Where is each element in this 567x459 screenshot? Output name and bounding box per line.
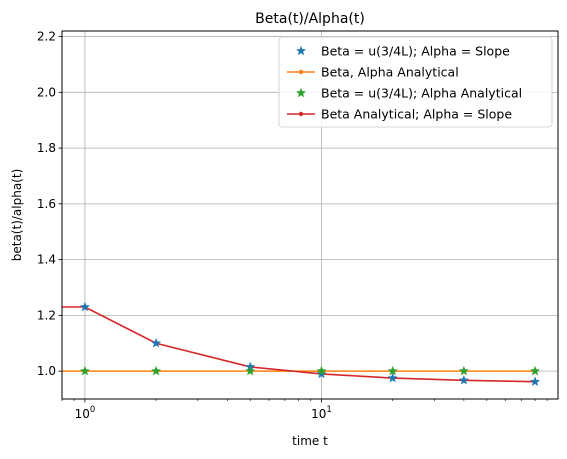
- data-point: [458, 374, 469, 385]
- data-point: [151, 365, 162, 376]
- legend-label: Beta, Alpha Analytical: [321, 65, 459, 80]
- legend-item: Beta Analytical; Alpha = Slope: [287, 107, 512, 122]
- series-group: [79, 365, 541, 376]
- y-tick-label: 2.0: [37, 85, 56, 99]
- axis-ticks: 1.0 1.2 1.4 1.6 1.8 2.0 2.2 100 101: [37, 30, 548, 421]
- legend-item: Beta = u(3/4L); Alpha = Slope: [295, 44, 510, 59]
- data-point: [458, 365, 469, 376]
- legend-label: Beta = u(3/4L); Alpha Analytical: [321, 86, 522, 101]
- data-point: [529, 365, 541, 376]
- data-point: [316, 368, 327, 379]
- chart-title: Beta(t)/Alpha(t): [255, 11, 365, 27]
- data-point: [245, 365, 256, 376]
- legend-box: [278, 36, 553, 128]
- data-point: [387, 365, 398, 376]
- legend-marker: [295, 45, 307, 56]
- data-point: [529, 376, 541, 387]
- legend-marker: [295, 87, 307, 98]
- data-point: [79, 301, 91, 312]
- legend-item: Beta, Alpha Analytical: [287, 65, 459, 80]
- data-point: [79, 365, 91, 376]
- y-tick-label: 1.2: [37, 308, 56, 322]
- legend-label: Beta = u(3/4L); Alpha = Slope: [321, 44, 510, 59]
- data-point: [316, 365, 327, 376]
- x-axis-label: time t: [292, 434, 328, 448]
- legend-item: Beta = u(3/4L); Alpha Analytical: [295, 86, 522, 101]
- plot-frame: [61, 30, 559, 400]
- legend-label: Beta Analytical; Alpha = Slope: [321, 107, 512, 122]
- y-tick-label: 1.0: [37, 364, 56, 378]
- legend: Beta = u(3/4L); Alpha = Slope Beta, Alpha…: [278, 36, 553, 128]
- y-tick-label: 1.4: [37, 253, 56, 267]
- legend-marker: [298, 111, 304, 117]
- x-tick-label: 101: [311, 405, 332, 421]
- y-tick-label: 1.8: [37, 141, 56, 155]
- data-point: [151, 337, 162, 348]
- y-axis-label: beta(t)/alpha(t): [10, 169, 24, 262]
- series-line: [62, 306, 536, 383]
- y-tick-label: 1.6: [37, 197, 56, 211]
- y-tick-label: 2.2: [37, 30, 56, 44]
- legend-marker: [298, 69, 304, 75]
- x-tick-label: 100: [75, 405, 96, 421]
- plot-series: [62, 301, 541, 387]
- data-point: [387, 372, 398, 383]
